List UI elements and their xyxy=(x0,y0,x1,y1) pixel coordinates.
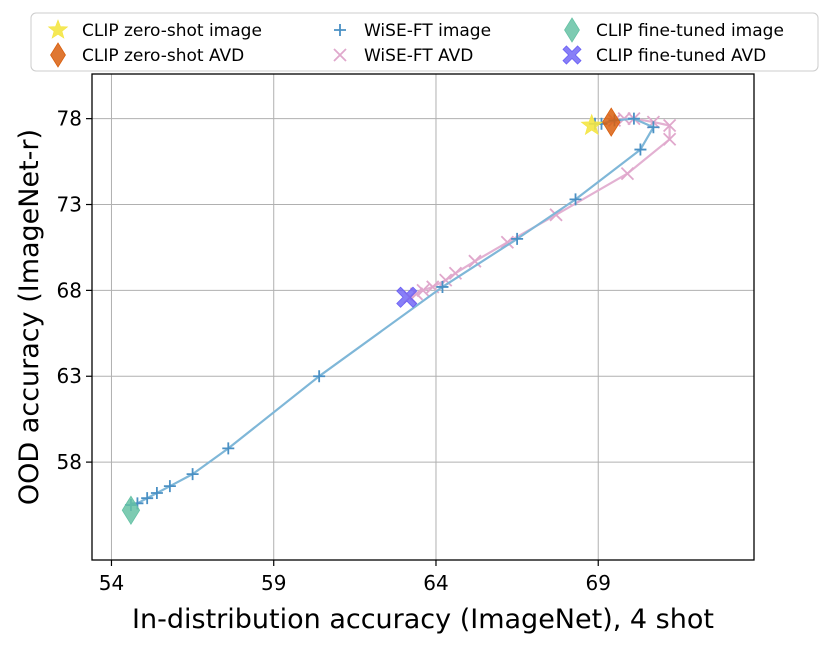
grid-lines xyxy=(92,74,754,560)
legend-label: CLIP zero-shot AVD xyxy=(82,46,244,66)
series-line xyxy=(130,117,655,507)
legend-item-wise-ft-image: WiSE-FT image xyxy=(334,21,491,41)
legend: CLIP zero-shot image CLIP zero-shot AVD Wi… xyxy=(30,12,819,72)
legend-marker xyxy=(50,42,66,68)
x-tick-label: 69 xyxy=(586,571,611,595)
plot-frame xyxy=(91,73,755,561)
x-tick-label: 64 xyxy=(423,571,448,595)
data-point xyxy=(313,370,326,383)
legend-label: CLIP fine-tuned AVD xyxy=(596,46,766,66)
y-tick-label: 78 xyxy=(57,107,82,131)
x-axis-label: In-distribution accuracy (ImageNet), 4 s… xyxy=(132,604,714,635)
data-point xyxy=(620,166,635,181)
series-wise-ft-image xyxy=(124,112,660,512)
legend-item-wise-ft-avd: WiSE-FT AVD xyxy=(333,46,473,66)
data-point xyxy=(634,143,647,156)
x-tick-label: 59 xyxy=(261,571,286,595)
legend-label: CLIP fine-tuned image xyxy=(596,21,784,41)
data-point xyxy=(163,480,176,493)
series-clip-zero-shot-image xyxy=(580,113,604,136)
y-axis-label: OOD accuracy (ImageNet-r) xyxy=(14,129,45,505)
legend-marker xyxy=(562,45,582,65)
data-point xyxy=(396,286,418,308)
data-point xyxy=(141,492,154,505)
legend-item-clip-zero-shot-image: CLIP zero-shot image xyxy=(47,19,262,41)
data-point xyxy=(186,468,199,481)
legend-label: WiSE-FT AVD xyxy=(364,46,473,66)
legend-item-clip-zero-shot-avd: CLIP zero-shot AVD xyxy=(50,42,244,68)
legend-marker xyxy=(47,19,69,39)
data-point xyxy=(569,193,582,206)
data-point xyxy=(511,232,524,245)
legend-item-clip-fine-tuned-avd: CLIP fine-tuned AVD xyxy=(562,45,766,66)
data-point xyxy=(627,112,640,125)
series-clip-zero-shot-avd xyxy=(602,107,621,137)
series-wise-ft-avd xyxy=(403,112,677,304)
y-tick-label: 68 xyxy=(57,278,82,302)
legend-item-clip-fine-tuned-image: CLIP fine-tuned image xyxy=(564,17,784,43)
data-point xyxy=(602,107,621,137)
series-clip-fine-tuned-avd xyxy=(396,286,418,308)
y-tick-label: 73 xyxy=(57,193,82,217)
data-point xyxy=(416,283,430,298)
legend-marker xyxy=(333,48,347,62)
series-clip-fine-tuned-image xyxy=(121,495,141,525)
axis-ticks: 54 59 64 69 58 63 68 73 78 xyxy=(57,107,611,595)
data-point xyxy=(436,280,449,293)
data-point xyxy=(150,487,163,500)
data-point xyxy=(647,121,660,134)
data-point xyxy=(662,132,677,146)
data-point xyxy=(121,495,141,525)
legend-box xyxy=(30,12,819,72)
x-tick-label: 54 xyxy=(99,571,124,595)
legend-marker xyxy=(334,24,346,36)
y-tick-label: 58 xyxy=(57,450,82,474)
data-point xyxy=(580,113,604,136)
legend-label: WiSE-FT image xyxy=(364,21,491,41)
series-layer xyxy=(121,107,677,525)
series-line xyxy=(409,117,671,299)
data-point xyxy=(662,118,677,133)
legend-label: CLIP zero-shot image xyxy=(82,21,262,41)
data-point xyxy=(468,254,482,268)
y-tick-label: 63 xyxy=(57,364,82,388)
legend-marker xyxy=(564,17,580,43)
data-point xyxy=(222,442,235,455)
